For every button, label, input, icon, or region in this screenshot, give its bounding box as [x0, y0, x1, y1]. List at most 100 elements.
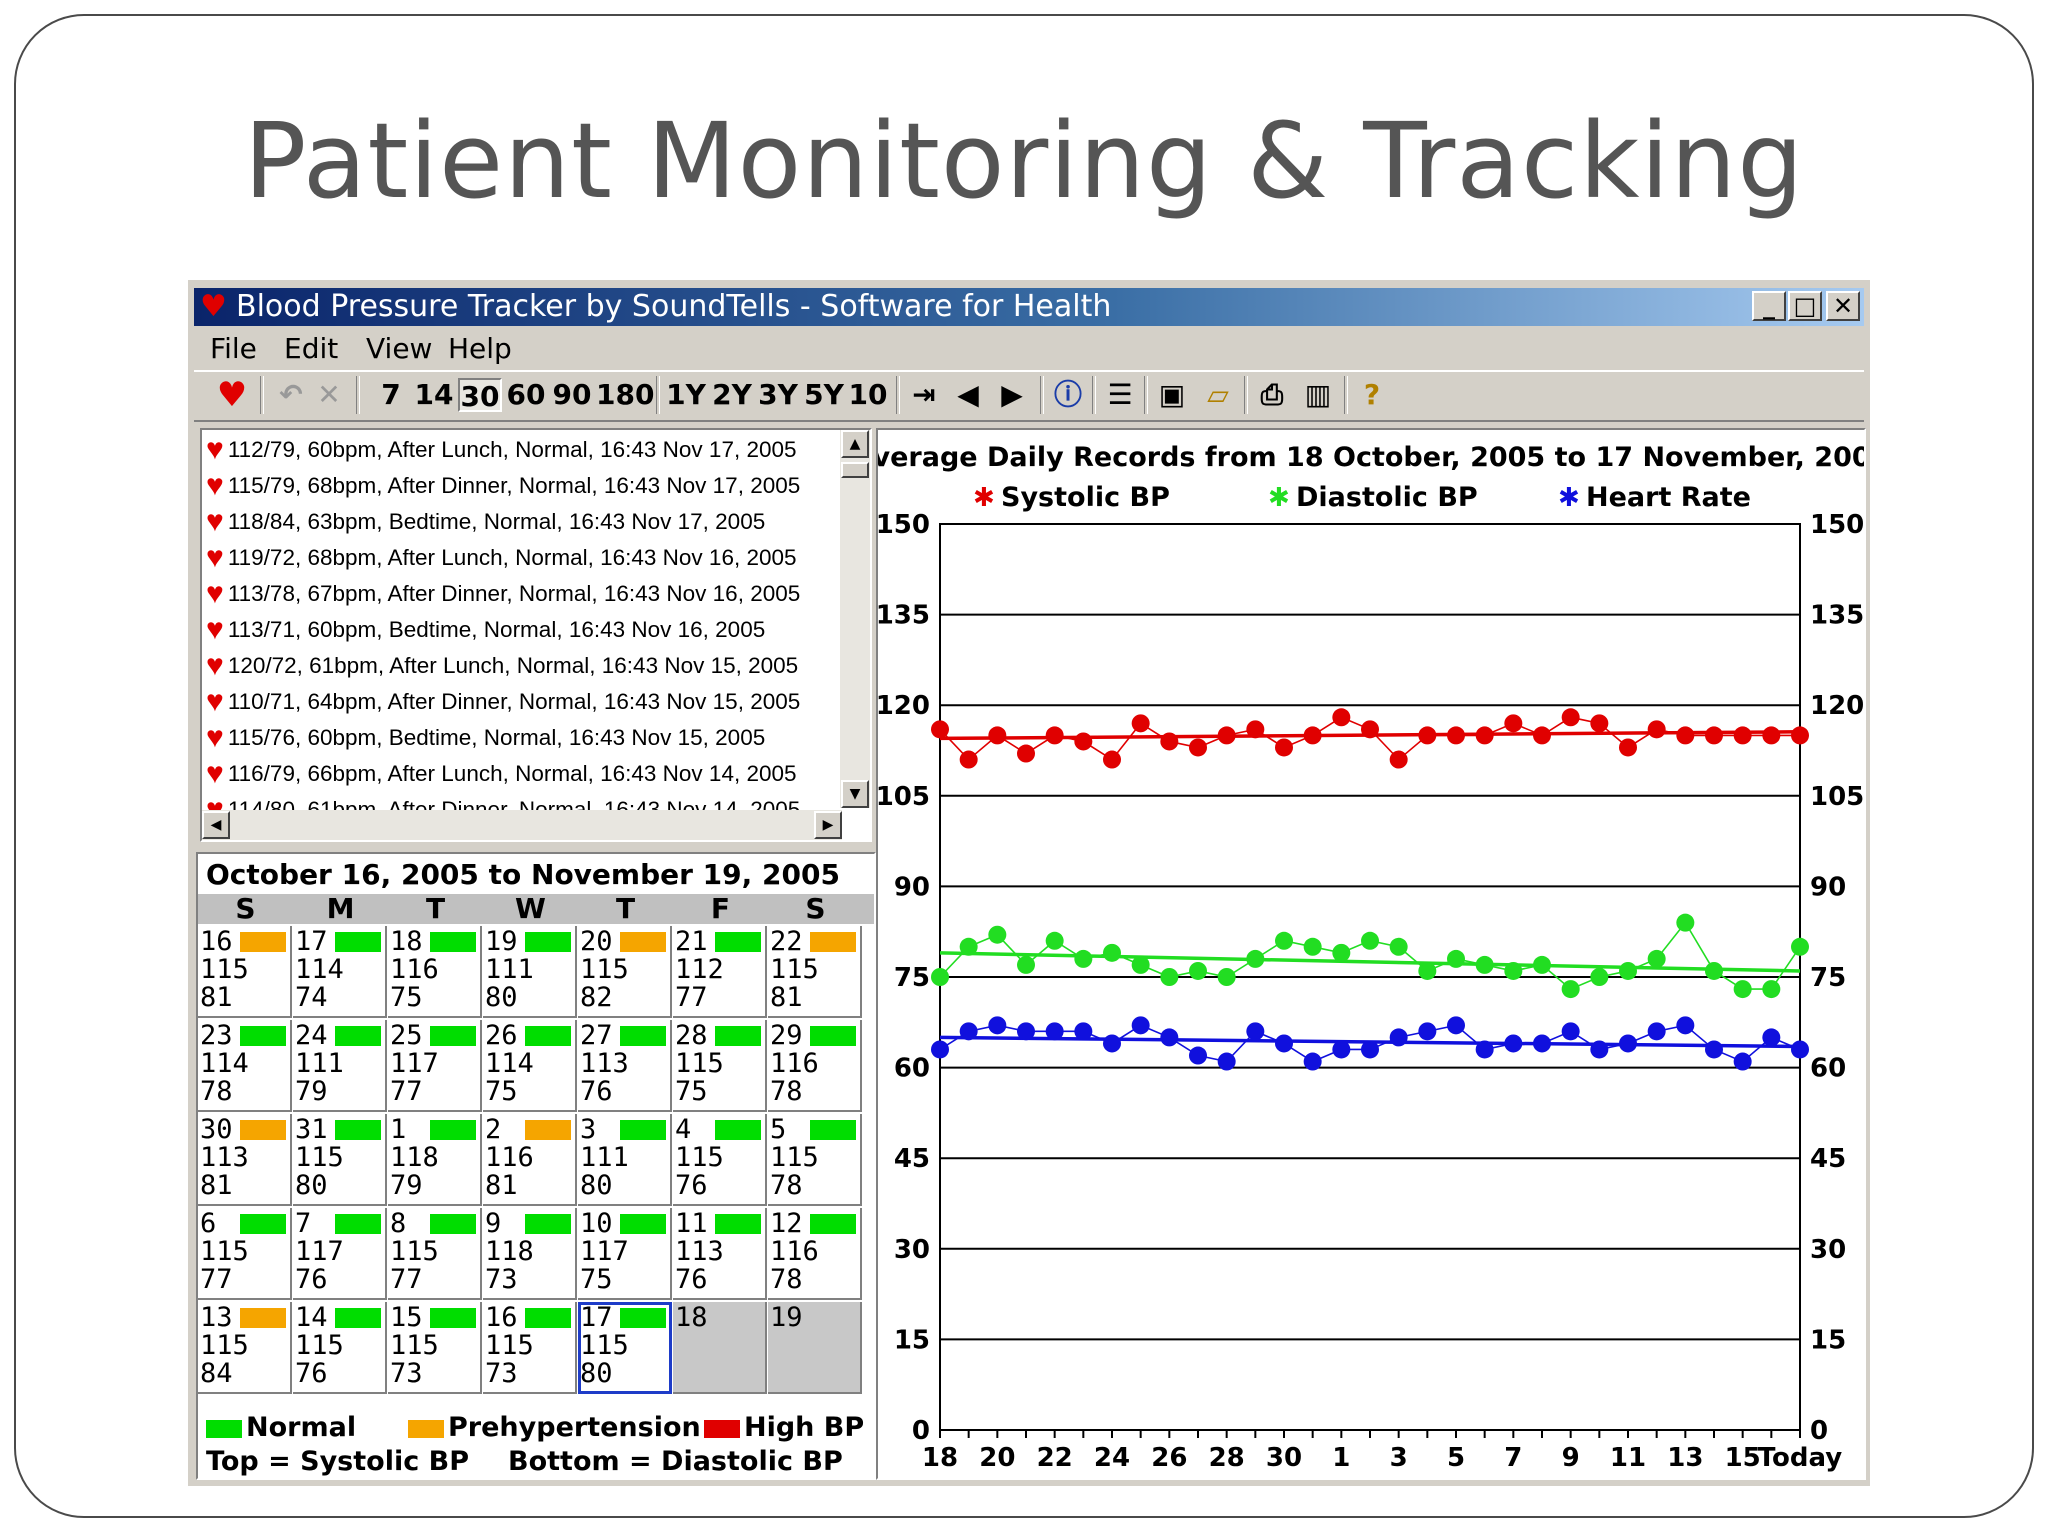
add-reading-heart-icon[interactable]: ♥ — [216, 375, 248, 415]
menu-view[interactable]: View — [366, 332, 433, 365]
menu-help[interactable]: Help — [448, 332, 512, 365]
calendar-day-cell[interactable]: 1 118 79 — [388, 1114, 482, 1206]
range-5y-button[interactable]: 5Y — [804, 378, 844, 411]
maximize-button[interactable]: □ — [1788, 291, 1822, 321]
range-14-button[interactable]: 14 — [414, 378, 454, 411]
range-180-button[interactable]: 180 — [596, 378, 655, 411]
app-window: ♥ Blood Pressure Tracker by SoundTells -… — [188, 280, 1870, 1486]
scroll-right-icon[interactable]: ▶ — [814, 811, 842, 839]
calendar-day-cell[interactable]: 2 116 81 — [483, 1114, 577, 1206]
calendar-day-cell[interactable]: 3 111 80 — [578, 1114, 672, 1206]
reading-row[interactable]: ♥ 118/84, 63bpm, Bedtime, Normal, 16:43 N… — [206, 504, 765, 540]
calendar-day-cell[interactable]: 21 112 77 — [673, 926, 767, 1018]
scroll-up-icon[interactable]: ▲ — [841, 430, 869, 458]
print-icon[interactable]: ⎙ — [1260, 378, 1284, 411]
diastolic-value: 80 — [580, 1170, 613, 1201]
minimize-button[interactable]: _ — [1752, 291, 1786, 321]
range-1y-button[interactable]: 1Y — [666, 378, 706, 411]
range-3y-button[interactable]: 3Y — [758, 378, 798, 411]
calendar-day-cell[interactable]: 17 115 80 — [578, 1302, 672, 1394]
calendar-day-cell[interactable]: 7 117 76 — [293, 1208, 387, 1300]
book-icon[interactable]: ▥ — [1304, 378, 1332, 411]
calendar-day-cell[interactable]: 27 113 76 — [578, 1020, 672, 1112]
reading-row[interactable]: ♥ 112/79, 60bpm, After Lunch, Normal, 16:… — [206, 432, 797, 468]
calendar-day-cell[interactable]: 9 118 73 — [483, 1208, 577, 1300]
legend-pre-swatch — [408, 1420, 444, 1438]
systolic-value: 114 — [485, 1048, 534, 1079]
data-point — [1332, 943, 1351, 962]
x-tick-label: 28 — [1209, 1443, 1245, 1473]
reading-row[interactable]: ♥ 110/71, 64bpm, After Dinner, Normal, 16… — [206, 684, 800, 720]
scroll-thumb[interactable] — [841, 462, 869, 478]
calendar-day-cell[interactable]: 30 113 81 — [198, 1114, 292, 1206]
save-icon[interactable]: ▣ — [1158, 378, 1186, 411]
calendar-day-cell[interactable]: 24 111 79 — [293, 1020, 387, 1112]
close-button[interactable]: ✕ — [1826, 291, 1860, 321]
readings-list[interactable]: ♥ 112/79, 60bpm, After Lunch, Normal, 16:… — [200, 428, 872, 842]
reading-row[interactable]: ♥ 120/72, 61bpm, After Lunch, Normal, 16:… — [206, 648, 798, 684]
calendar-day-cell[interactable]: 6 115 77 — [198, 1208, 292, 1300]
calendar-day-cell[interactable]: 26 114 75 — [483, 1020, 577, 1112]
calendar-day-cell[interactable]: 22 115 81 — [768, 926, 862, 1018]
calendar-day-cell[interactable]: 23 114 78 — [198, 1020, 292, 1112]
menu-edit[interactable]: Edit — [284, 332, 339, 365]
status-bar — [335, 1214, 381, 1234]
help-icon[interactable]: ? — [1363, 378, 1381, 411]
calendar-day-cell[interactable]: 10 117 75 — [578, 1208, 672, 1300]
calendar-day-cell[interactable]: 15 115 73 — [388, 1302, 482, 1394]
legend-normal-label: Normal — [246, 1412, 357, 1443]
calendar-day-cell[interactable]: 12 116 78 — [768, 1208, 862, 1300]
calendar-day-cell[interactable]: 13 115 84 — [198, 1302, 292, 1394]
title-bar[interactable]: ♥ Blood Pressure Tracker by SoundTells -… — [194, 288, 1864, 326]
reading-row[interactable]: ♥ 113/78, 67bpm, After Dinner, Normal, 16… — [206, 576, 800, 612]
previous-icon[interactable]: ◀ — [957, 378, 979, 411]
calendar-day-cell[interactable]: 16 115 73 — [483, 1302, 577, 1394]
reading-row[interactable]: ♥ 116/79, 66bpm, After Lunch, Normal, 16:… — [206, 756, 797, 792]
jump-icon[interactable]: ⇥ — [912, 378, 936, 411]
calendar-day-cell[interactable]: 17 114 74 — [293, 926, 387, 1018]
systolic-value: 115 — [675, 1142, 724, 1173]
calendar-day-cell[interactable]: 20 115 82 — [578, 926, 672, 1018]
calendar-day-cell[interactable]: 8 115 77 — [388, 1208, 482, 1300]
reading-row[interactable]: ♥ 115/79, 68bpm, After Dinner, Normal, 16… — [206, 468, 800, 504]
scroll-down-icon[interactable]: ▼ — [841, 780, 869, 808]
calendar-day-cell[interactable]: 11 113 76 — [673, 1208, 767, 1300]
calendar-day-cell[interactable]: 18 — [673, 1302, 767, 1394]
range-30-button[interactable]: 30 — [458, 378, 502, 413]
range-7-button[interactable]: 7 — [381, 378, 401, 411]
vertical-scrollbar[interactable]: ▲ ▼ — [840, 430, 870, 808]
info-icon[interactable]: ⓘ — [1053, 378, 1082, 411]
next-icon[interactable]: ▶ — [1001, 378, 1023, 411]
range-60-button[interactable]: 60 — [506, 378, 546, 411]
range-2y-button[interactable]: 2Y — [712, 378, 752, 411]
notes-icon[interactable]: ☰ — [1107, 378, 1133, 411]
calendar-day-cell[interactable]: 28 115 75 — [673, 1020, 767, 1112]
calendar-day-cell[interactable]: 19 — [768, 1302, 862, 1394]
calendar-day-cell[interactable]: 5 115 78 — [768, 1114, 862, 1206]
data-point — [1389, 1028, 1408, 1047]
day-number: 1 — [390, 1114, 407, 1145]
delete-icon[interactable]: ✕ — [317, 378, 341, 411]
calendar-day-cell[interactable]: 18 116 75 — [388, 926, 482, 1018]
data-point — [1074, 732, 1093, 751]
calendar-day-cell[interactable]: 25 117 77 — [388, 1020, 482, 1112]
data-point — [1160, 732, 1179, 751]
calendar-day-cell[interactable]: 31 115 80 — [293, 1114, 387, 1206]
scroll-left-icon[interactable]: ◀ — [202, 811, 230, 839]
open-folder-icon[interactable]: ▱ — [1207, 378, 1229, 411]
reading-row[interactable]: ♥ 115/76, 60bpm, Bedtime, Normal, 16:43 N… — [206, 720, 765, 756]
range-10y-button[interactable]: 10 — [848, 378, 888, 411]
calendar-day-cell[interactable]: 29 116 78 — [768, 1020, 862, 1112]
calendar-day-cell[interactable]: 19 111 80 — [483, 926, 577, 1018]
menu-file[interactable]: File — [210, 332, 257, 365]
reading-row[interactable]: ♥ 113/71, 60bpm, Bedtime, Normal, 16:43 N… — [206, 612, 765, 648]
calendar-day-cell[interactable]: 4 115 76 — [673, 1114, 767, 1206]
calendar-day-cell[interactable]: 14 115 76 — [293, 1302, 387, 1394]
heart-icon: ♥ — [206, 541, 224, 574]
reading-row[interactable]: ♥ 119/72, 68bpm, After Lunch, Normal, 16:… — [206, 540, 797, 576]
calendar-day-cell[interactable]: 16 115 81 — [198, 926, 292, 1018]
range-90-button[interactable]: 90 — [552, 378, 592, 411]
horizontal-scrollbar[interactable]: ◀ ▶ — [202, 810, 842, 840]
undo-icon[interactable]: ↶ — [279, 378, 303, 411]
status-bar — [715, 1214, 761, 1234]
